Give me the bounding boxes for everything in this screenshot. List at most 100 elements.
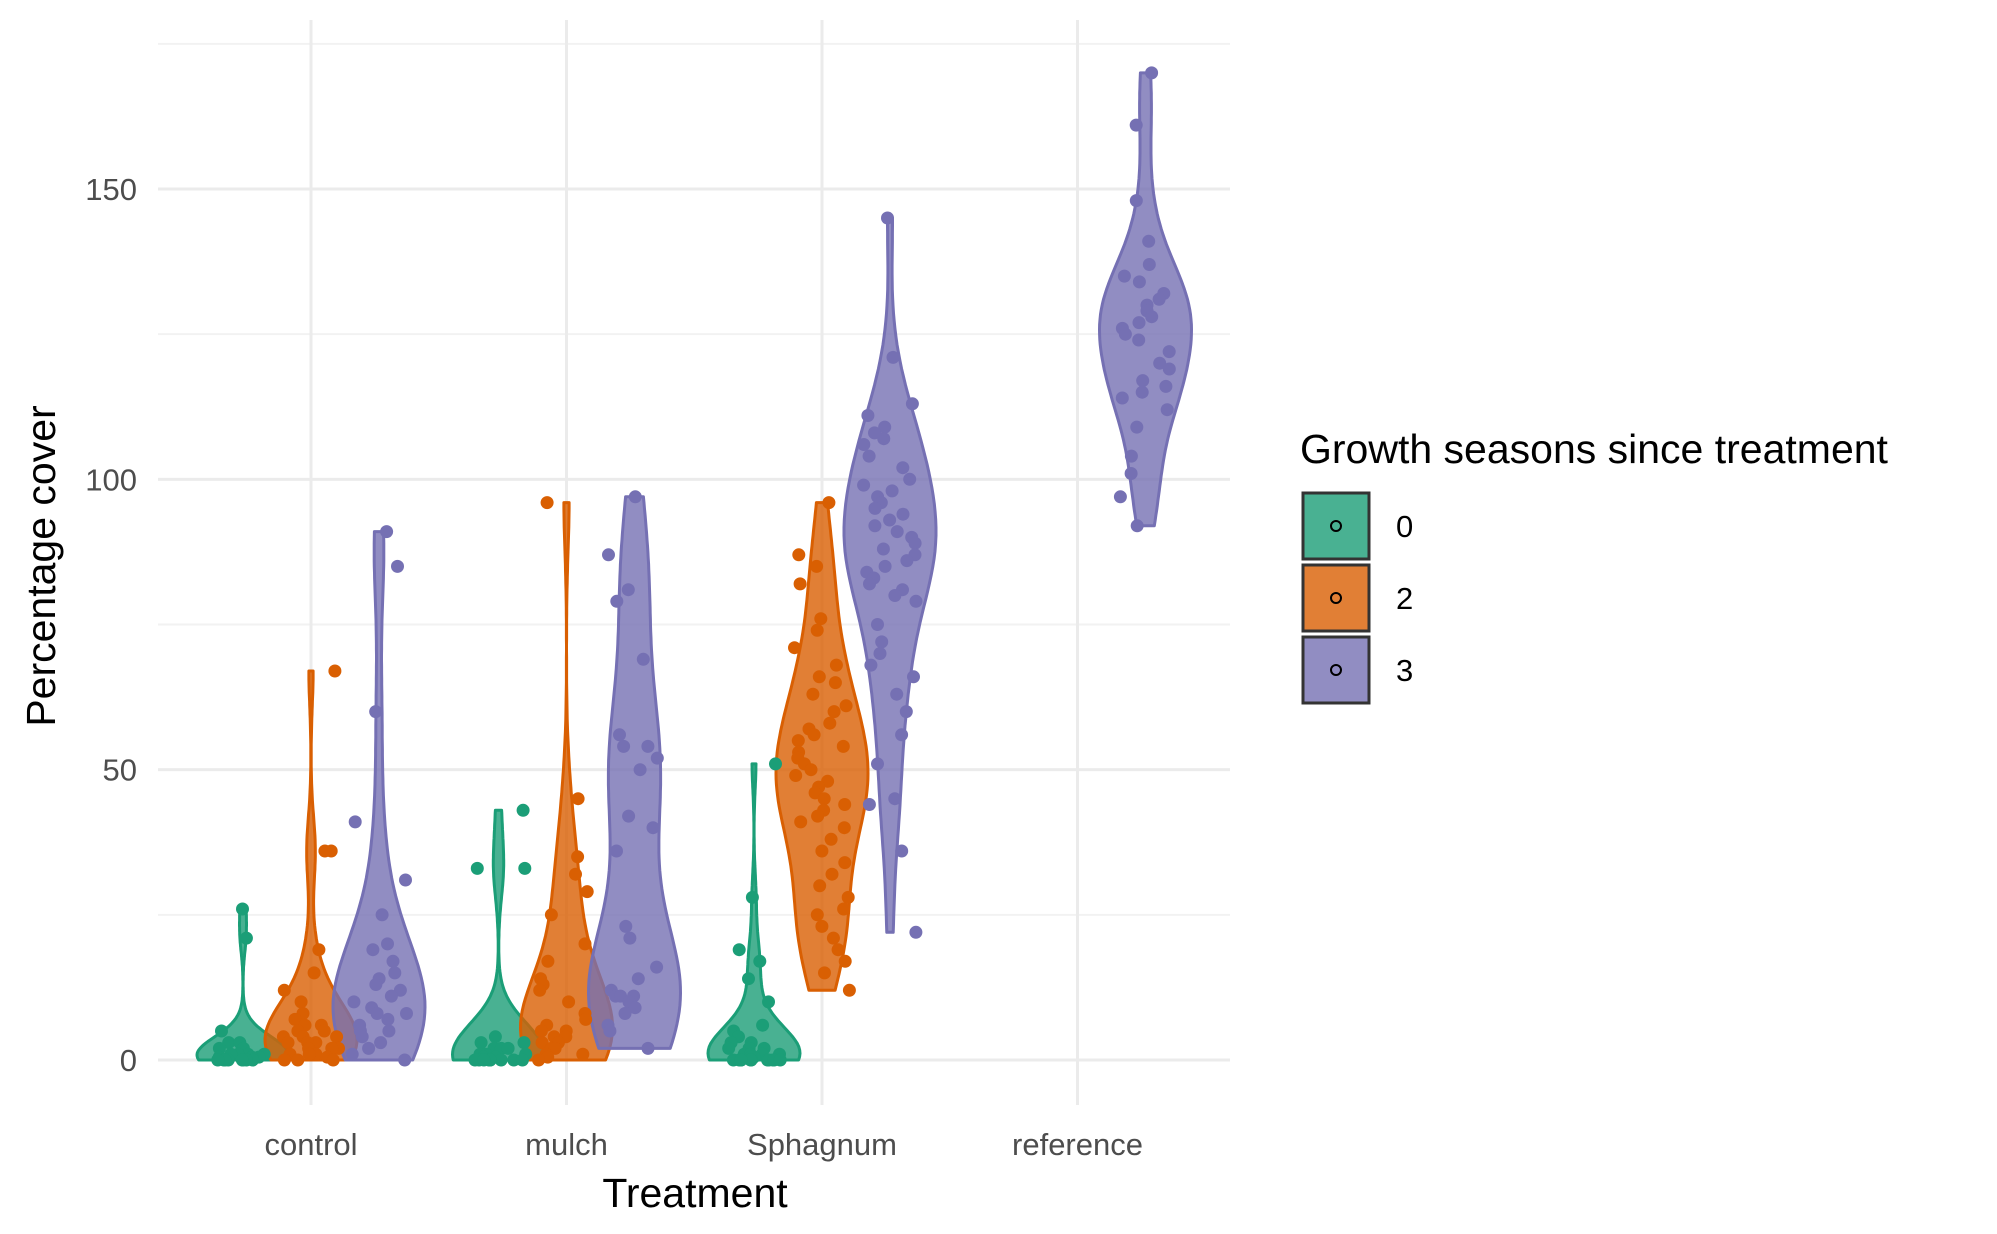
data-point bbox=[883, 513, 897, 527]
data-point bbox=[474, 1036, 488, 1050]
data-point bbox=[602, 548, 615, 562]
data-point bbox=[734, 1053, 748, 1067]
data-point bbox=[900, 554, 914, 568]
data-point bbox=[1129, 118, 1143, 132]
data-point bbox=[211, 1053, 225, 1067]
data-point bbox=[744, 1053, 758, 1067]
data-point bbox=[388, 966, 402, 980]
data-point bbox=[236, 902, 249, 916]
data-point bbox=[347, 995, 361, 1009]
data-point bbox=[381, 937, 394, 951]
data-point bbox=[380, 525, 394, 539]
data-point bbox=[895, 728, 909, 742]
data-point bbox=[1142, 258, 1156, 271]
data-point bbox=[868, 501, 882, 515]
data-point bbox=[318, 844, 332, 858]
data-point bbox=[890, 525, 904, 539]
violin-layer bbox=[195, 71, 1193, 1062]
y-axis-title: Percentage cover bbox=[18, 405, 64, 726]
data-point bbox=[762, 995, 775, 1009]
data-point bbox=[824, 832, 838, 846]
data-point bbox=[829, 658, 843, 672]
data-point bbox=[896, 507, 910, 521]
data-point bbox=[307, 966, 321, 980]
data-point bbox=[742, 972, 755, 986]
data-point bbox=[1153, 356, 1167, 370]
data-point bbox=[477, 1053, 491, 1067]
data-point bbox=[579, 1012, 593, 1026]
y-axis-ticks: 0 50 100 150 bbox=[85, 172, 137, 1078]
data-point bbox=[501, 1041, 515, 1055]
data-point bbox=[628, 490, 642, 504]
data-point bbox=[302, 1047, 316, 1061]
data-point bbox=[838, 954, 852, 968]
data-point bbox=[641, 739, 655, 753]
data-point bbox=[399, 873, 412, 887]
legend-key-point-icon bbox=[1330, 520, 1342, 532]
data-point bbox=[756, 1018, 770, 1032]
data-point bbox=[794, 815, 808, 829]
data-point bbox=[1145, 310, 1159, 324]
data-point bbox=[899, 705, 913, 719]
data-point bbox=[277, 983, 291, 997]
data-point bbox=[326, 1053, 340, 1067]
data-point bbox=[864, 658, 878, 672]
data-point bbox=[896, 461, 910, 475]
legend-keys: 0 2 3 bbox=[1301, 491, 1413, 705]
legend-key-0 bbox=[1301, 491, 1371, 561]
data-point bbox=[806, 687, 820, 701]
data-point bbox=[468, 1053, 482, 1067]
data-point bbox=[810, 623, 824, 637]
data-point bbox=[804, 763, 818, 777]
data-point bbox=[814, 612, 828, 626]
data-point bbox=[909, 925, 923, 939]
data-point bbox=[646, 821, 660, 835]
data-point bbox=[1132, 316, 1146, 330]
data-point bbox=[328, 664, 342, 678]
data-point bbox=[1117, 269, 1131, 283]
data-point bbox=[826, 931, 840, 945]
legend-key-point-icon bbox=[1330, 592, 1342, 604]
data-point bbox=[871, 618, 884, 631]
data-point bbox=[636, 652, 650, 666]
data-point bbox=[818, 966, 831, 980]
x-axis-title: Treatment bbox=[602, 1170, 788, 1216]
data-point bbox=[1145, 66, 1159, 80]
data-point bbox=[769, 757, 782, 771]
data-point bbox=[641, 1041, 655, 1055]
data-point bbox=[382, 1024, 396, 1038]
data-point bbox=[810, 559, 824, 573]
violin-control-2 bbox=[263, 669, 359, 1062]
data-point bbox=[617, 739, 631, 753]
data-point bbox=[885, 484, 899, 498]
data-point bbox=[281, 1036, 295, 1050]
data-point bbox=[633, 763, 647, 777]
data-point bbox=[868, 519, 882, 533]
data-point bbox=[839, 699, 853, 713]
data-point bbox=[1162, 362, 1176, 376]
data-point bbox=[535, 1036, 549, 1050]
data-point bbox=[375, 908, 389, 922]
legend: Growth seasons since treatment 0 2 3 bbox=[1300, 426, 1889, 705]
data-point bbox=[541, 954, 555, 968]
data-point bbox=[571, 850, 585, 864]
data-point bbox=[877, 432, 891, 446]
data-point bbox=[494, 1053, 508, 1067]
data-point bbox=[518, 861, 532, 875]
data-point bbox=[722, 1041, 736, 1055]
data-point bbox=[745, 890, 759, 904]
data-point bbox=[288, 1012, 302, 1026]
y-tick-label: 150 bbox=[85, 172, 137, 207]
data-point bbox=[386, 954, 400, 968]
data-point bbox=[222, 1036, 236, 1050]
data-point bbox=[1118, 327, 1132, 341]
data-point bbox=[1130, 519, 1144, 533]
data-point bbox=[355, 1030, 369, 1044]
data-point bbox=[878, 420, 892, 434]
data-point bbox=[888, 589, 902, 602]
x-tick-label: mulch bbox=[525, 1127, 608, 1162]
data-point bbox=[827, 705, 841, 719]
data-point bbox=[1124, 467, 1138, 480]
data-point bbox=[1135, 385, 1149, 399]
data-point bbox=[562, 995, 576, 1009]
